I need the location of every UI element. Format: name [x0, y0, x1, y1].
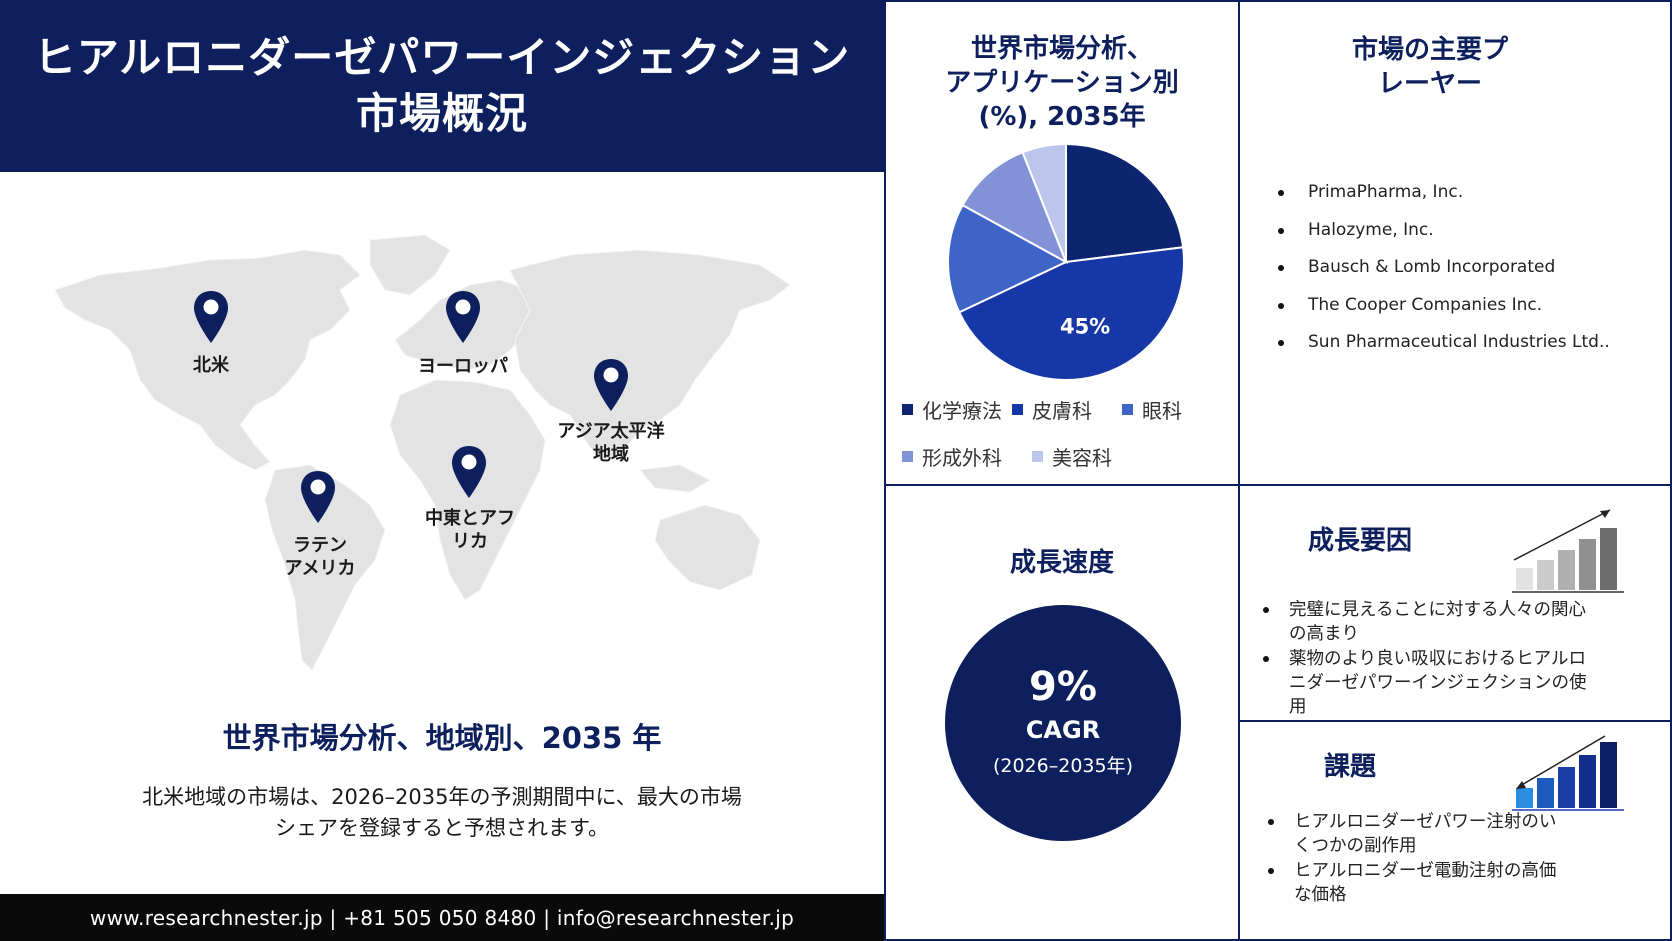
pie-data-label: 45%	[1060, 315, 1110, 339]
australia-shape	[654, 504, 761, 591]
legend-label: 眼科	[1142, 399, 1182, 423]
region-description: 北米地域の市場は、2026–2035年の予測期間中に、最大の市場 シェアを登録す…	[142, 785, 742, 840]
legend-swatch	[902, 404, 913, 415]
divider	[884, 939, 1672, 941]
page-title-line1: ヒアルロニダーゼパワーインジェクション	[33, 33, 851, 82]
list-item: The Cooper Companies Inc.	[1278, 287, 1610, 325]
cagr-circle: 9% CAGR (2026–2035年)	[945, 605, 1181, 841]
list-item: Bausch & Lomb Incorporated	[1278, 249, 1610, 287]
list-item: Halozyme, Inc.	[1278, 212, 1610, 250]
legend-item: 形成外科	[902, 442, 1032, 471]
legend-label: 美容科	[1052, 446, 1112, 470]
greenland-shape	[369, 234, 451, 296]
list-item: ヒアルロニダーゼパワー注射のいくつかの副作用	[1265, 810, 1565, 858]
legend-swatch	[1032, 451, 1043, 462]
legend-swatch	[1012, 404, 1023, 415]
legend-item: 皮膚科	[1012, 395, 1122, 424]
south-america-shape	[264, 464, 386, 671]
pie-chart: 45%	[947, 142, 1185, 381]
pie-slice-1	[957, 246, 1185, 381]
footer-contact: www.researchnester.jp | +81 505 050 8480…	[0, 894, 884, 941]
pin-label-europe: ヨーロッパ	[418, 356, 508, 377]
page-title-line2: 市場概況	[355, 89, 528, 138]
location-pin-icon	[194, 291, 228, 343]
divider	[884, 484, 1672, 486]
growth-rate-title: 成長速度	[1009, 548, 1114, 578]
islands-shape	[639, 464, 712, 493]
pie-slice-2	[947, 203, 1069, 314]
location-pin-icon	[594, 359, 628, 411]
challenges-title: 課題	[1323, 752, 1376, 782]
pin-label-north-america: 北米	[193, 355, 229, 376]
location-pin-icon	[301, 471, 335, 523]
drivers-list: 完璧に見えることに対する人々の関心の高まり 薬物のより良い吸収におけるヒアルロニ…	[1260, 598, 1600, 720]
legend-swatch	[902, 451, 913, 462]
drivers-title: 成長要因	[1307, 526, 1412, 556]
pie-slice-0	[1065, 142, 1185, 264]
legend-label: 化学療法	[922, 399, 1002, 423]
north-america-shape	[54, 249, 361, 471]
pin-label-asia-pacific: アジア太平洋 地域	[557, 421, 665, 465]
list-item: Sun Pharmaceutical Industries Ltd..	[1278, 324, 1610, 362]
location-pin-icon	[452, 446, 486, 498]
pie-slice-3	[961, 150, 1068, 265]
divider	[884, 0, 886, 941]
divider	[1238, 720, 1672, 722]
cagr-period: (2026–2035年)	[992, 755, 1134, 777]
decline-chart-icon	[1512, 735, 1624, 811]
pin-label-middle-east-africa: 中東とアフ リカ	[425, 508, 515, 552]
divider	[884, 0, 1672, 2]
pie-title: 世界市場分析、 アプリケーション別 (%), 2035年	[945, 34, 1179, 132]
cagr-label: CAGR	[1025, 716, 1101, 744]
growth-chart-icon	[1512, 509, 1624, 593]
list-item: 薬物のより良い吸収におけるヒアルロニダーゼパワーインジェクションの使用	[1260, 647, 1600, 719]
title-banner: ヒアルロニダーゼパワーインジェクション 市場概況	[0, 0, 884, 172]
legend-item: 眼科	[1122, 395, 1232, 424]
legend-swatch	[1122, 404, 1133, 415]
players-title: 市場の主要プ レーヤー	[1351, 35, 1508, 99]
pin-label-latin-america: ラテン アメリカ	[284, 535, 356, 579]
pie-slice-4	[1021, 142, 1067, 263]
list-item: 完璧に見えることに対する人々の関心の高まり	[1260, 598, 1600, 646]
challenges-list: ヒアルロニダーゼパワー注射のいくつかの副作用 ヒアルロニダーゼ電動注射の高価な価…	[1265, 810, 1565, 908]
legend-item: 化学療法	[902, 395, 1012, 424]
list-item: ヒアルロニダーゼ電動注射の高価な価格	[1265, 859, 1565, 907]
pie-legend: 化学療法 皮膚科 眼科形成外科 美容科	[902, 395, 1232, 489]
list-item: PrimaPharma, Inc.	[1278, 174, 1610, 212]
players-list: PrimaPharma, Inc. Halozyme, Inc. Bausch …	[1278, 174, 1610, 362]
world-map	[54, 234, 791, 671]
region-heading: 世界市場分析、地域別、2035 年	[222, 721, 662, 755]
cagr-value: 9%	[1029, 664, 1097, 710]
divider	[1238, 0, 1240, 941]
location-pin-icon	[446, 291, 480, 343]
legend-item: 美容科	[1032, 442, 1162, 471]
divider	[1670, 0, 1672, 941]
legend-label: 形成外科	[922, 446, 1002, 470]
asia-shape	[509, 249, 791, 461]
legend-label: 皮膚科	[1032, 399, 1092, 423]
